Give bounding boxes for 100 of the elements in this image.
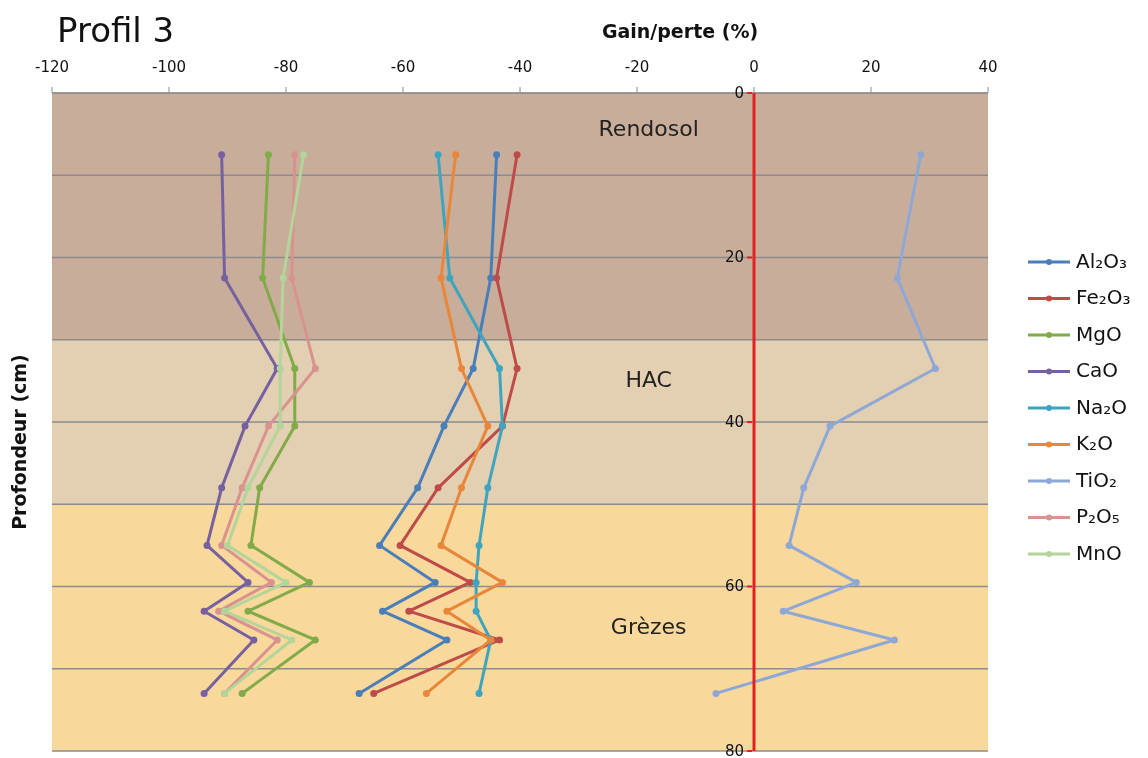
point xyxy=(244,484,252,492)
point xyxy=(244,578,252,586)
point xyxy=(256,484,264,492)
point xyxy=(422,689,430,697)
point xyxy=(437,541,445,549)
point xyxy=(484,422,492,430)
point xyxy=(305,578,313,586)
point xyxy=(300,151,308,159)
point xyxy=(472,578,480,586)
point xyxy=(493,274,501,282)
x-tick-label: -40 xyxy=(507,58,533,76)
point xyxy=(826,422,834,430)
point xyxy=(241,422,249,430)
point xyxy=(218,151,226,159)
point xyxy=(498,578,506,586)
legend-label: MnO xyxy=(1076,540,1122,565)
point xyxy=(247,541,255,549)
point xyxy=(311,365,319,373)
point xyxy=(291,365,299,373)
point xyxy=(440,422,448,430)
point xyxy=(475,689,483,697)
point xyxy=(458,365,465,373)
legend-label: Fe₂O₃ xyxy=(1076,285,1131,309)
point xyxy=(458,484,465,492)
x-tick-label: 40 xyxy=(978,58,998,76)
point xyxy=(712,689,720,697)
point xyxy=(273,636,281,644)
point xyxy=(379,607,387,615)
point xyxy=(396,541,404,549)
point xyxy=(431,578,439,586)
point xyxy=(779,607,787,615)
point xyxy=(513,151,521,159)
point xyxy=(264,422,272,430)
point xyxy=(475,541,483,549)
point xyxy=(446,274,454,282)
point xyxy=(472,607,480,615)
x-tick-label: -120 xyxy=(34,58,70,76)
x-tick-label: -20 xyxy=(624,58,650,76)
legend-label: Na₂O xyxy=(1076,394,1127,419)
point xyxy=(487,274,495,282)
legend-label: CaO xyxy=(1076,358,1118,382)
point xyxy=(264,151,272,159)
point xyxy=(224,541,231,549)
point xyxy=(496,636,504,644)
y-axis-title: Profondeur (cm) xyxy=(8,354,30,530)
point xyxy=(370,689,378,697)
point xyxy=(291,422,299,430)
point xyxy=(931,365,939,373)
point xyxy=(282,578,290,586)
point xyxy=(276,422,284,430)
point xyxy=(218,484,226,492)
point xyxy=(200,689,208,697)
point xyxy=(893,274,901,282)
y-tick-label: 80 xyxy=(724,741,744,758)
x-tick-label: -60 xyxy=(390,58,416,76)
point xyxy=(852,578,860,586)
y-tick-label: 40 xyxy=(724,412,744,431)
point xyxy=(513,365,521,373)
point xyxy=(800,484,808,492)
point xyxy=(917,151,925,159)
legend-label: P₂O₅ xyxy=(1076,504,1120,528)
point xyxy=(443,636,451,644)
x-tick-label: -100 xyxy=(151,58,187,76)
point xyxy=(259,274,267,282)
point xyxy=(785,541,793,549)
point xyxy=(443,607,451,615)
point xyxy=(452,151,460,159)
legend-label: MgO xyxy=(1076,321,1122,346)
point xyxy=(484,484,492,492)
chart-title: Profil 3 xyxy=(57,10,175,50)
y-tick-label: 60 xyxy=(724,577,744,595)
band-label: Grèzes xyxy=(610,613,687,639)
point xyxy=(203,541,211,549)
point xyxy=(496,365,504,373)
point xyxy=(469,365,477,373)
point xyxy=(493,151,501,159)
x-tick-label: -80 xyxy=(273,58,299,76)
point xyxy=(238,689,246,697)
point xyxy=(414,484,422,492)
point xyxy=(267,578,275,586)
point xyxy=(200,607,208,615)
point xyxy=(218,541,226,549)
point xyxy=(376,541,384,549)
legend-label: K₂O xyxy=(1076,431,1113,455)
y-tick-label: 0 xyxy=(734,83,744,102)
point xyxy=(311,636,319,644)
point xyxy=(437,274,445,282)
point xyxy=(288,636,296,644)
legend-label: TiO₂ xyxy=(1075,467,1117,492)
point xyxy=(221,274,229,282)
point xyxy=(355,689,363,697)
point xyxy=(288,274,296,282)
y-tick-label: 20 xyxy=(724,248,744,266)
point xyxy=(434,484,442,492)
x-axis-title: Gain/perte (%) xyxy=(601,20,759,42)
point xyxy=(466,578,474,586)
point xyxy=(405,607,413,615)
point xyxy=(279,274,287,282)
point xyxy=(890,636,898,644)
point xyxy=(291,151,299,159)
